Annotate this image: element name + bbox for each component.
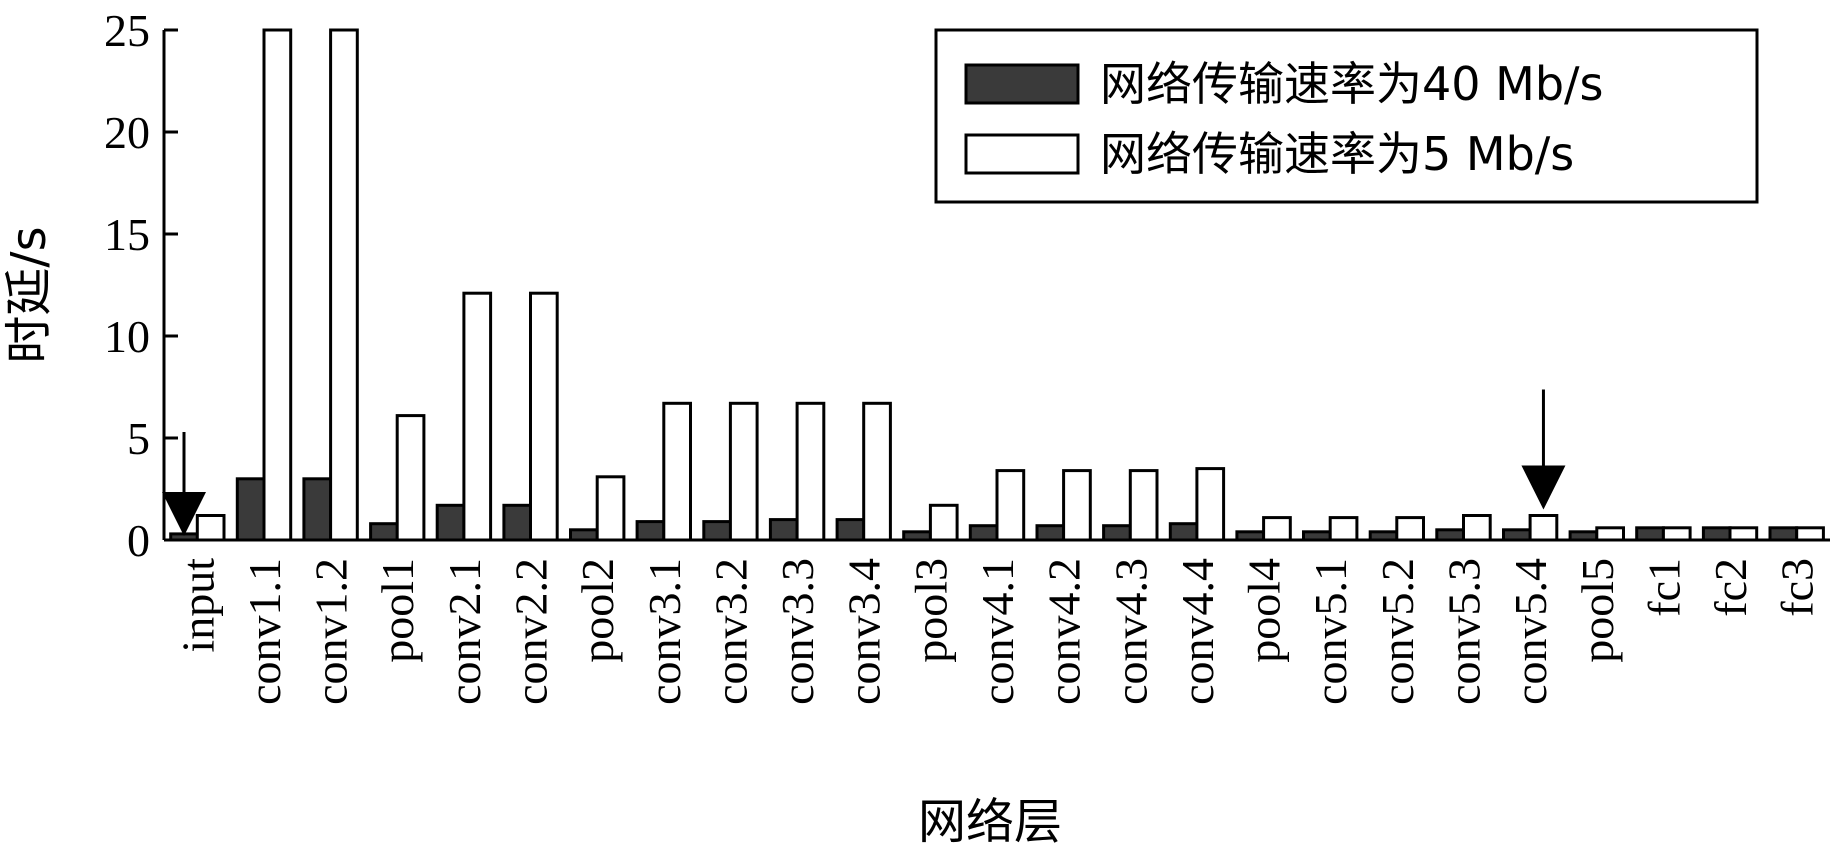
legend: 网络传输速率为40 Mb/s 网络传输速率为5 Mb/s	[934, 28, 1759, 204]
x-tick-label-conv4-4: conv4.4	[1172, 558, 1223, 705]
x-tick-label-conv5-4: conv5.4	[1505, 558, 1556, 705]
bar-40mbps-conv4-4	[1168, 522, 1199, 542]
x-tick-label-conv5-3: conv5.3	[1439, 558, 1490, 705]
bar-5mbps-input	[195, 514, 226, 542]
bar-5mbps-conv5-1	[1328, 516, 1359, 542]
x-tick-label-fc2: fc2	[1705, 558, 1756, 617]
bar-40mbps-fc1	[1635, 526, 1665, 542]
x-axis: input conv1.1 conv1.2 pool1 conv2.1 conv2.2 po…	[164, 538, 1830, 705]
legend-swatch-40mbps	[964, 63, 1080, 105]
x-tick-label-conv3-3: conv3.3	[772, 558, 823, 705]
annotations	[161, 389, 1566, 536]
bar-5mbps-conv4-2	[1062, 469, 1092, 542]
bar-5mbps-pool4	[1262, 516, 1292, 542]
bar-5mbps-conv5-4	[1528, 514, 1559, 542]
bar-40mbps-fc2	[1701, 526, 1732, 542]
y-axis: 0 5 10 15 20 25	[104, 5, 178, 566]
bar-5mbps-pool5	[1595, 526, 1626, 542]
y-tick-label-25: 25	[104, 5, 150, 56]
bar-40mbps-conv4-1	[968, 524, 999, 542]
x-tick-label-pool5: pool5	[1572, 558, 1623, 663]
plot-area	[169, 28, 1825, 542]
bar-5mbps-conv4-4	[1195, 467, 1226, 542]
bar-40mbps-conv4-2	[1035, 524, 1066, 542]
bar-5mbps-conv1-2	[329, 28, 359, 542]
y-tick-label-0: 0	[127, 515, 150, 566]
bar-40mbps-pool2	[569, 528, 599, 542]
x-tick-label-pool1: pool1	[372, 558, 423, 663]
x-tick-label-fc3: fc3	[1772, 558, 1823, 617]
bar-5mbps-conv3-2	[728, 401, 759, 542]
bar-5mbps-pool2	[595, 475, 626, 542]
bar-40mbps-conv1-1	[235, 477, 266, 542]
x-tick-label-conv2-1: conv2.1	[439, 558, 490, 705]
bar-5mbps-conv3-1	[662, 401, 692, 542]
bar-40mbps-conv3-1	[635, 520, 666, 542]
x-tick-label-conv1-2: conv1.2	[306, 558, 357, 705]
bar-5mbps-conv2-1	[462, 291, 493, 542]
arrow-head	[1521, 465, 1566, 510]
x-tick-label-conv5-1: conv5.1	[1305, 558, 1356, 705]
bar-5mbps-pool3	[928, 503, 959, 542]
bar-5mbps-fc1	[1661, 526, 1692, 542]
bar-5mbps-conv5-3	[1462, 514, 1492, 542]
x-tick-label-fc1: fc1	[1638, 558, 1689, 617]
x-axis-title: 网络层	[918, 794, 1062, 850]
arrow-head	[161, 492, 206, 536]
y-tick-label-20: 20	[104, 107, 150, 158]
bar-40mbps-conv5-4	[1502, 528, 1532, 542]
arrow-annotation-input	[161, 432, 206, 536]
y-tick-label-15: 15	[104, 209, 150, 260]
x-tick-label-conv5-2: conv5.2	[1372, 558, 1423, 705]
bar-5mbps-conv5-2	[1395, 516, 1426, 542]
bar-5mbps-conv4-3	[1128, 469, 1159, 542]
legend-swatch-5mbps	[964, 133, 1080, 175]
y-axis-title: 时延/s	[1, 226, 57, 363]
bar-40mbps-conv3-4	[835, 518, 866, 542]
legend-label-5mbps: 网络传输速率为5 Mb/s	[1100, 127, 1574, 181]
bar-5mbps-conv3-3	[795, 401, 826, 542]
bar-40mbps-fc3	[1768, 526, 1799, 542]
x-tick-label-conv1-1: conv1.1	[239, 558, 290, 705]
bar-40mbps-conv2-1	[435, 503, 466, 542]
y-tick-label-5: 5	[127, 413, 150, 464]
bar-40mbps-conv3-2	[702, 520, 732, 542]
x-tick-label-conv3-1: conv3.1	[639, 558, 690, 705]
bar-40mbps-conv2-2	[502, 503, 533, 542]
x-tick-label-conv3-4: conv3.4	[839, 558, 890, 705]
bar-5mbps-pool1	[395, 414, 426, 542]
bar-40mbps-conv1-2	[302, 477, 333, 542]
bar-5mbps-fc2	[1728, 526, 1759, 542]
x-tick-label-conv4-2: conv4.2	[1039, 558, 1090, 705]
bar-40mbps-pool1	[369, 522, 399, 542]
x-tick-label-input: input	[172, 558, 223, 653]
bar-40mbps-conv3-3	[768, 518, 799, 542]
x-tick-label-conv4-3: conv4.3	[1105, 558, 1156, 705]
bar-5mbps-fc3	[1795, 526, 1825, 542]
bar-5mbps-conv2-2	[529, 291, 559, 542]
x-tick-label-conv4-1: conv4.1	[972, 558, 1023, 705]
x-tick-label-pool4: pool4	[1239, 558, 1290, 663]
x-tick-label-pool2: pool2	[572, 558, 623, 663]
legend-label-40mbps: 网络传输速率为40 Mb/s	[1100, 57, 1604, 111]
bar-5mbps-conv3-4	[862, 401, 892, 542]
bar-5mbps-conv1-1	[262, 28, 293, 542]
bar-40mbps-conv5-3	[1435, 528, 1466, 542]
bar-5mbps-conv4-1	[995, 469, 1026, 542]
bar-40mbps-conv4-3	[1102, 524, 1132, 542]
arrow-annotation-conv5-4	[1521, 389, 1566, 510]
x-tick-label-pool3: pool3	[905, 558, 956, 663]
y-tick-label-10: 10	[104, 311, 150, 362]
x-tick-label-conv3-2: conv3.2	[705, 558, 756, 705]
x-tick-label-conv2-2: conv2.2	[506, 558, 557, 705]
